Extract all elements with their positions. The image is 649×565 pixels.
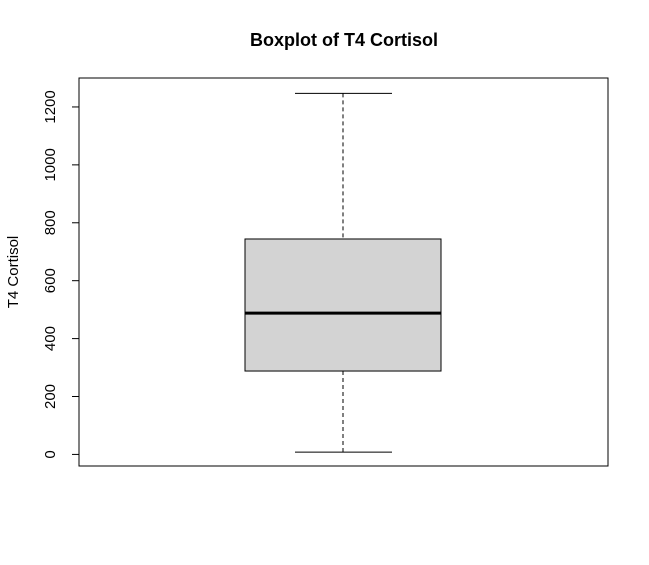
- y-tick-label: 600: [42, 268, 59, 293]
- box-plot: [244, 92, 442, 453]
- y-axis-label: T4 Cortisol: [5, 236, 22, 309]
- y-tick-label: 0: [42, 450, 59, 458]
- y-tick-label: 800: [42, 210, 59, 235]
- chart-title: Boxplot of T4 Cortisol: [250, 30, 438, 50]
- y-tick-label: 1000: [42, 148, 59, 181]
- y-axis: 0 200 400 600 800 1000 1200: [42, 90, 80, 459]
- y-tick-label: 200: [42, 384, 59, 409]
- y-tick-label: 400: [42, 326, 59, 351]
- interquartile-box: [244, 238, 442, 372]
- y-tick-label: 1200: [42, 90, 59, 123]
